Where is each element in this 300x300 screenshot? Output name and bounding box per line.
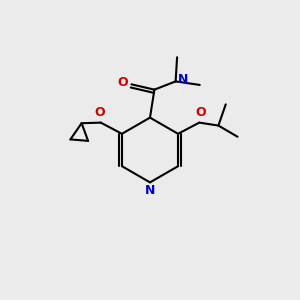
Text: N: N [145,184,155,197]
Text: O: O [195,106,206,119]
Text: N: N [178,74,188,86]
Text: O: O [117,76,128,89]
Text: O: O [94,106,105,119]
